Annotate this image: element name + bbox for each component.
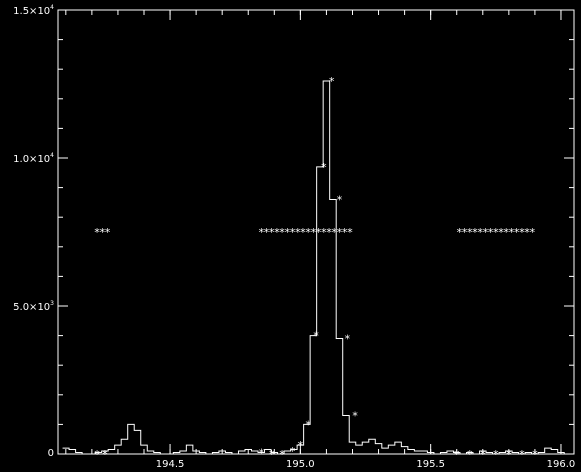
fit-marker-point: * [268, 448, 275, 461]
window-marker-point: * [466, 226, 473, 239]
x-tick-label: 195.0 [286, 459, 315, 470]
window-marker-point: * [472, 226, 479, 239]
y-tick-label: 1.0×104 [13, 152, 54, 165]
data-series: *** ****************** **************** * * *… [62, 75, 571, 461]
y-tick-labels: 0 5.0×103 1.0×104 1.5×104 [13, 4, 54, 459]
y-tick-label: 0 [48, 448, 54, 459]
window-marker-point: * [294, 226, 301, 239]
window-marker-point: * [331, 226, 338, 239]
window-marker-point: * [315, 226, 322, 239]
window-marker-point: * [529, 226, 536, 239]
y-tick-exponent: 4 [50, 152, 54, 159]
fit-marker-point: * [279, 448, 286, 461]
window-marker-point: * [477, 226, 484, 239]
window-marker-point: * [326, 226, 333, 239]
fit-marker-point: * [321, 161, 328, 174]
plot-frame [57, 9, 575, 455]
fit-marker-point: * [258, 447, 265, 460]
window-marker-point: * [104, 226, 111, 239]
y-tick-exponent: 4 [50, 4, 54, 11]
window-marker-point: * [300, 226, 307, 239]
window-marker-point: * [456, 226, 463, 239]
y-tick-exponent: 3 [50, 300, 54, 307]
window-marker-point: * [263, 226, 270, 239]
window-marker-point: * [336, 226, 343, 239]
window-marker-point: * [493, 226, 500, 239]
window-marker-point: * [94, 226, 101, 239]
fit-marker-point: * [313, 330, 320, 343]
fit-marker-point: * [305, 418, 312, 431]
window-marker-point: * [487, 226, 494, 239]
fit-marker-point: * [532, 448, 539, 461]
window-marker-point: * [482, 226, 489, 239]
window-marker-point: * [524, 226, 531, 239]
window-marker-point: * [508, 226, 515, 239]
window-marker-point: * [347, 226, 354, 239]
window-marker-point: * [461, 226, 468, 239]
window-marker-point: * [498, 226, 505, 239]
window-marker-point: * [274, 226, 281, 239]
window-marker-point: * [284, 226, 291, 239]
fit-marker-point: * [102, 448, 109, 461]
fit-marker-point: * [289, 445, 296, 458]
window-marker-point: * [321, 226, 328, 239]
window-marker-point: * [268, 226, 275, 239]
window-marker-point: * [513, 226, 520, 239]
fit-marker-point: * [453, 448, 460, 461]
fit-marker-point: * [466, 448, 473, 461]
fit-marker-point: * [94, 448, 101, 461]
fit-marker-point: * [328, 75, 335, 88]
fit-marker-point: * [519, 448, 526, 461]
window-marker-point: * [99, 226, 106, 239]
fit-marker-point: * [344, 333, 351, 346]
x-tick-label: 195.5 [416, 459, 445, 470]
spectrum-histogram-line [62, 80, 571, 455]
axis-box [57, 9, 575, 455]
x-tick-label: 194.5 [156, 459, 185, 470]
window-marker-point: * [503, 226, 510, 239]
fit-marker-point: * [336, 193, 343, 206]
y-tick-label: 5.0×103 [13, 300, 54, 313]
fit-marker-point: * [506, 448, 513, 461]
window-marker-point: * [258, 226, 265, 239]
fit-marker-point: * [479, 448, 486, 461]
fit-marker-point: * [352, 410, 359, 423]
fit-marker-point: * [297, 439, 304, 452]
window-marker-point: * [279, 226, 286, 239]
fit-marker-point: * [493, 448, 500, 461]
window-marker-point: * [341, 226, 348, 239]
window-marker-point: * [305, 226, 312, 239]
window-marker-point: * [519, 226, 526, 239]
window-marker-point: * [310, 226, 317, 239]
x-tick-labels: 194.5 195.0 195.5 196.0 [156, 459, 576, 470]
window-marker-point: * [289, 226, 296, 239]
y-tick-label: 1.5×104 [13, 4, 54, 17]
x-tick-label: 196.0 [547, 459, 576, 470]
